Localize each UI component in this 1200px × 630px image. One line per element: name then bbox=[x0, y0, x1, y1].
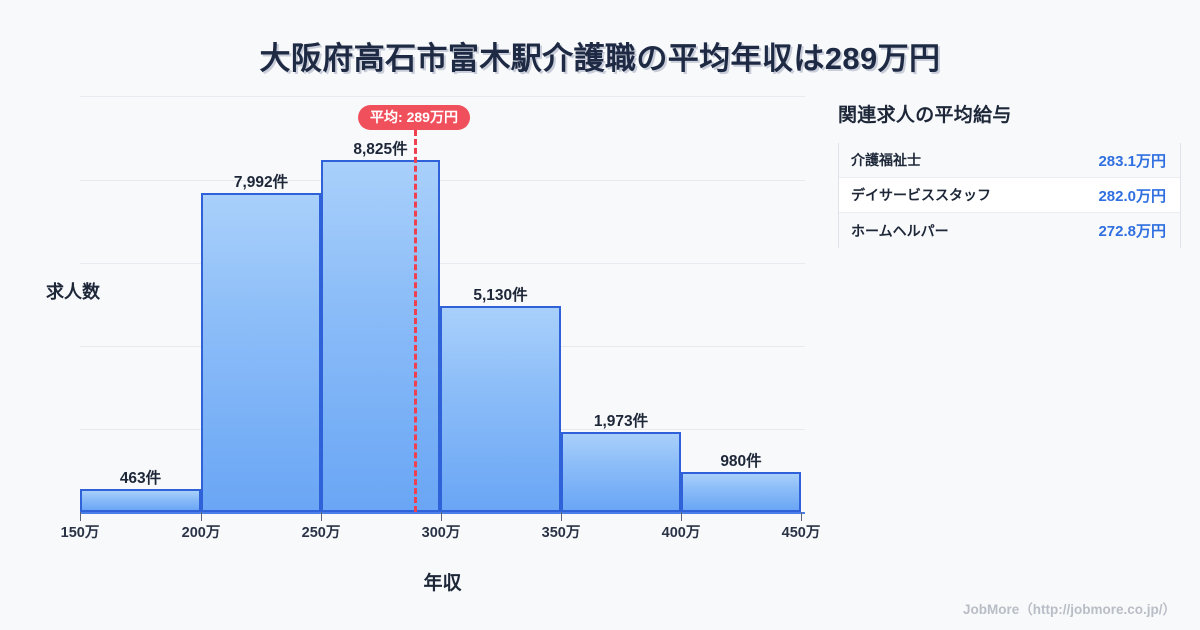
job-title-label: ホームヘルパー bbox=[851, 222, 949, 239]
x-tick-label: 350万 bbox=[541, 525, 581, 541]
table-row[interactable]: 介護福祉士 283.1万円 bbox=[839, 143, 1180, 178]
x-axis-title: 年収 bbox=[423, 573, 462, 594]
average-line bbox=[414, 130, 417, 512]
bar-350-400[interactable] bbox=[561, 432, 681, 512]
x-tick-label: 250万 bbox=[301, 525, 341, 541]
x-tick-label: 400万 bbox=[661, 525, 701, 541]
bar-value-label: 7,992件 bbox=[233, 174, 289, 191]
bar-400-450[interactable] bbox=[681, 472, 801, 512]
x-tick bbox=[201, 512, 202, 521]
bar-value-label: 463件 bbox=[119, 470, 162, 487]
bar-150-200[interactable] bbox=[80, 489, 201, 512]
bar-value-label: 1,973件 bbox=[593, 413, 649, 430]
job-salary-value: 283.1万円 bbox=[1098, 152, 1166, 170]
job-title-label: デイサービススタッフ bbox=[851, 187, 991, 203]
x-tick bbox=[681, 512, 682, 521]
bar-300-350[interactable] bbox=[440, 306, 561, 512]
x-tick-label: 200万 bbox=[181, 525, 221, 541]
bar-250-300[interactable] bbox=[321, 160, 440, 512]
x-tick bbox=[80, 512, 81, 521]
bar-value-label: 980件 bbox=[720, 453, 762, 470]
gridline bbox=[80, 180, 805, 181]
bar-value-label: 8,825件 bbox=[353, 141, 408, 158]
related-salary-panel: 関連求人の平均給与 介護福祉士 283.1万円 デイサービススタッフ 282.0… bbox=[838, 100, 1183, 248]
gridline bbox=[80, 263, 805, 264]
x-tick bbox=[321, 512, 322, 521]
page-title: 大阪府高石市富木駅介護職の平均年収は289万円 bbox=[259, 41, 941, 76]
histogram-chart: 463件 7,992件 8,825件 5,130件 1,973件 980件 平均… bbox=[46, 96, 820, 594]
x-tick bbox=[561, 512, 562, 521]
job-salary-value: 282.0万円 bbox=[1098, 187, 1166, 205]
x-tick bbox=[441, 512, 442, 521]
related-salary-table: 介護福祉士 283.1万円 デイサービススタッフ 282.0万円 ホームヘルパー… bbox=[838, 143, 1181, 248]
x-tick-label: 450万 bbox=[781, 525, 821, 541]
job-salary-value: 272.8万円 bbox=[1098, 223, 1166, 240]
table-row[interactable]: ホームヘルパー 272.8万円 bbox=[839, 213, 1180, 248]
footer-watermark: JobMore（http://jobmore.co.jp/） bbox=[963, 602, 1176, 617]
job-title-label: 介護福祉士 bbox=[851, 152, 921, 168]
average-badge: 平均: 289万円 bbox=[358, 105, 470, 130]
related-salary-title: 関連求人の平均給与 bbox=[838, 105, 1012, 126]
x-tick bbox=[801, 512, 802, 521]
x-tick-label: 150万 bbox=[60, 525, 100, 541]
table-row[interactable]: デイサービススタッフ 282.0万円 bbox=[839, 178, 1180, 213]
bar-value-label: 5,130件 bbox=[473, 287, 528, 304]
x-axis-line bbox=[80, 512, 805, 514]
x-tick-label: 300万 bbox=[421, 525, 461, 541]
y-axis-title: 求人数 bbox=[46, 282, 100, 302]
bar-200-250[interactable] bbox=[201, 193, 321, 512]
gridline bbox=[80, 96, 805, 97]
